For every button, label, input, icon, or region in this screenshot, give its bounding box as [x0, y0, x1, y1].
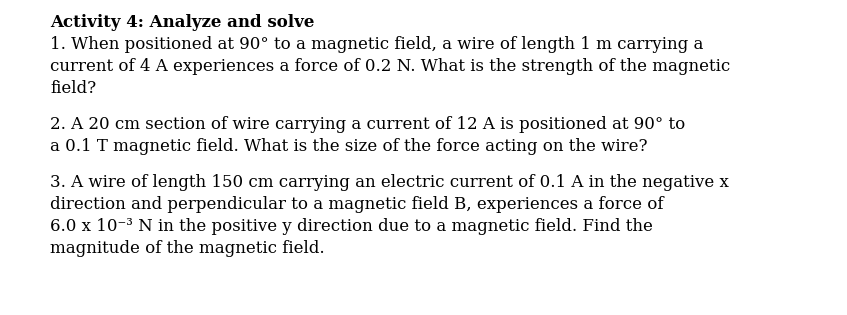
Text: Activity 4: Analyze and solve: Activity 4: Analyze and solve [50, 14, 314, 31]
Text: a 0.1 T magnetic field. What is the size of the force acting on the wire?: a 0.1 T magnetic field. What is the size… [50, 138, 647, 155]
Text: current of 4 A experiences a force of 0.2 N. What is the strength of the magneti: current of 4 A experiences a force of 0.… [50, 58, 730, 75]
Text: 6.0 x 10⁻³ N in the positive y direction due to a magnetic field. Find the: 6.0 x 10⁻³ N in the positive y direction… [50, 218, 653, 235]
Text: 1. When positioned at 90° to a magnetic field, a wire of length 1 m carrying a: 1. When positioned at 90° to a magnetic … [50, 36, 703, 53]
Text: 3. A wire of length 150 cm carrying an electric current of 0.1 A in the negative: 3. A wire of length 150 cm carrying an e… [50, 174, 729, 191]
Text: 2. A 20 cm section of wire carrying a current of 12 A is positioned at 90° to: 2. A 20 cm section of wire carrying a cu… [50, 116, 685, 133]
Text: field?: field? [50, 80, 96, 97]
Text: magnitude of the magnetic field.: magnitude of the magnetic field. [50, 240, 324, 257]
Text: direction and perpendicular to a magnetic field B, experiences a force of: direction and perpendicular to a magneti… [50, 196, 663, 213]
